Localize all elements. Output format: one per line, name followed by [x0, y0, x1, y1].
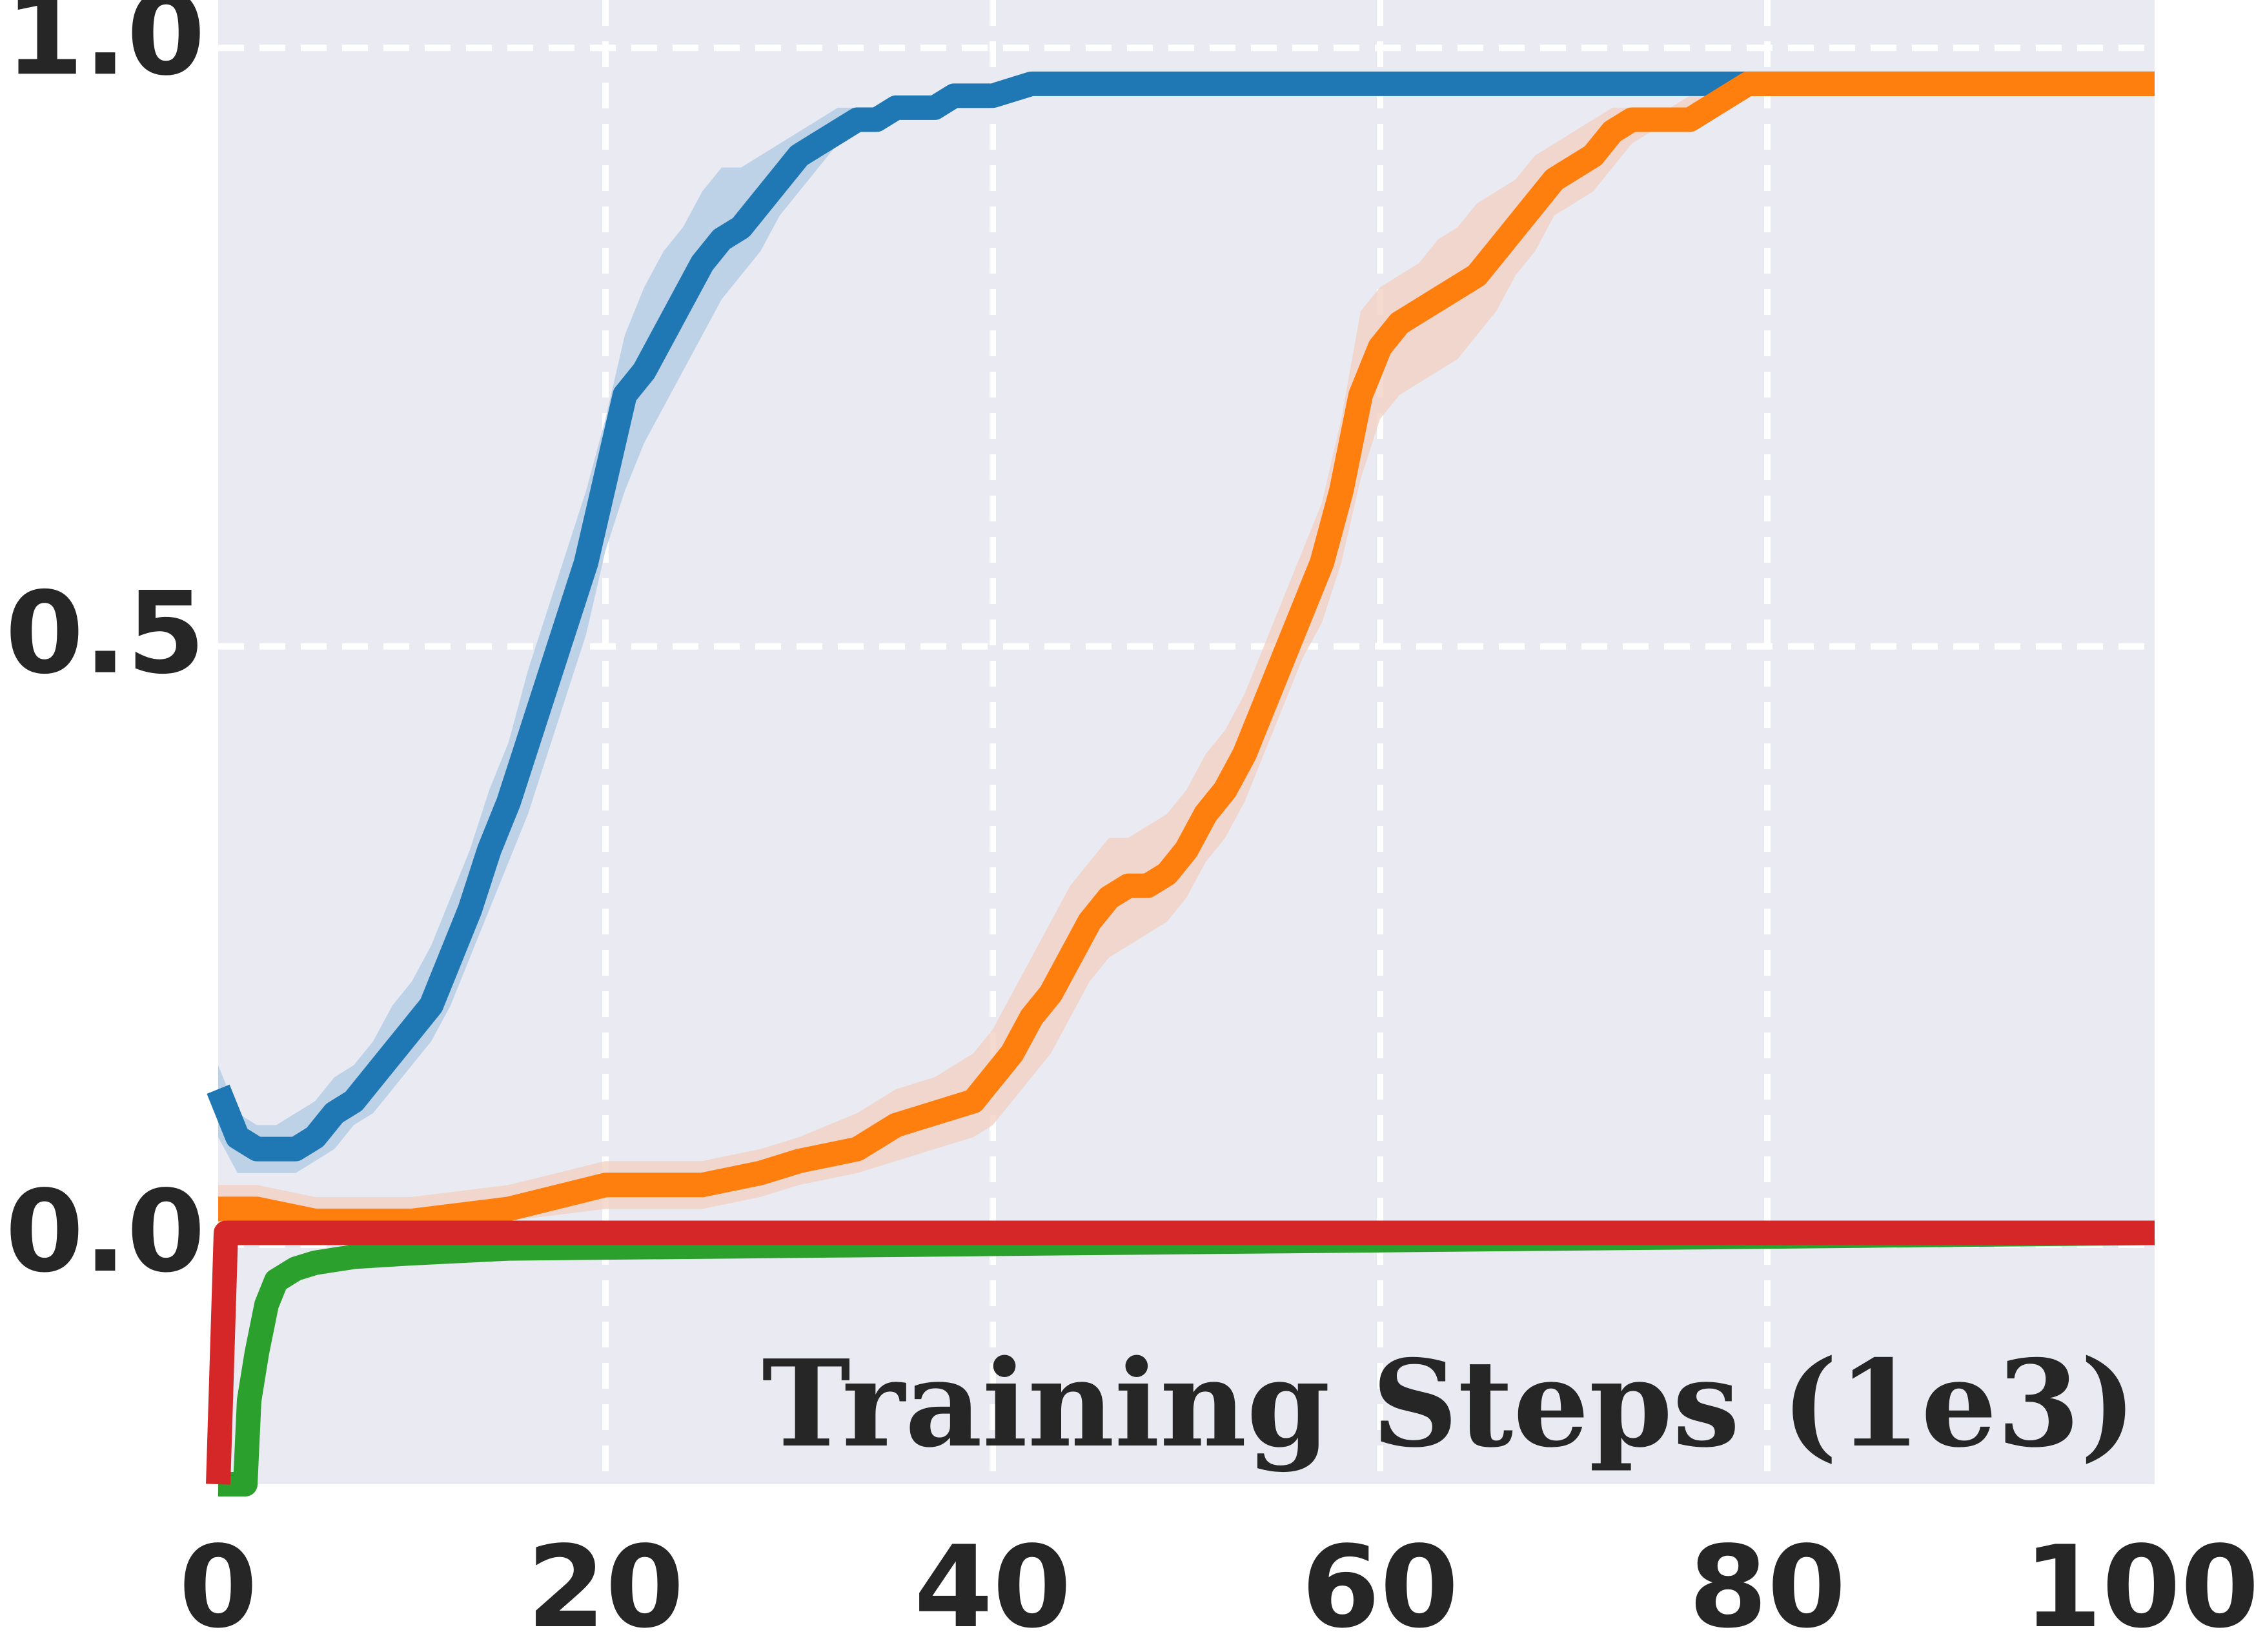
x-axis-label: Training Steps (1e3)	[762, 1333, 2137, 1474]
series-line-2	[218, 1220, 2155, 1496]
x-tick-label: 60	[1301, 1522, 1459, 1652]
x-tick-label: 0	[179, 1522, 258, 1652]
y-tick-label: 1.0	[5, 0, 205, 101]
series-lines	[206, 71, 2155, 1496]
series-line-0	[207, 71, 2155, 1162]
y-tick-label: 0.0	[5, 1167, 205, 1298]
x-tick-label: 80	[1689, 1522, 1846, 1652]
series-line-1	[218, 71, 2155, 1233]
x-tick-labels: 0 20 40 60 80 100	[179, 1522, 2259, 1652]
series-band-0	[218, 83, 2155, 1173]
x-tick-label: 20	[527, 1522, 684, 1652]
x-tick-label: 40	[914, 1522, 1072, 1652]
y-tick-label: 0.5	[5, 569, 205, 700]
x-tick-label: 100	[2024, 1522, 2259, 1652]
y-tick-labels: 0.0 0.5 1.0	[5, 0, 205, 1298]
series-line-3	[206, 1220, 2155, 1485]
